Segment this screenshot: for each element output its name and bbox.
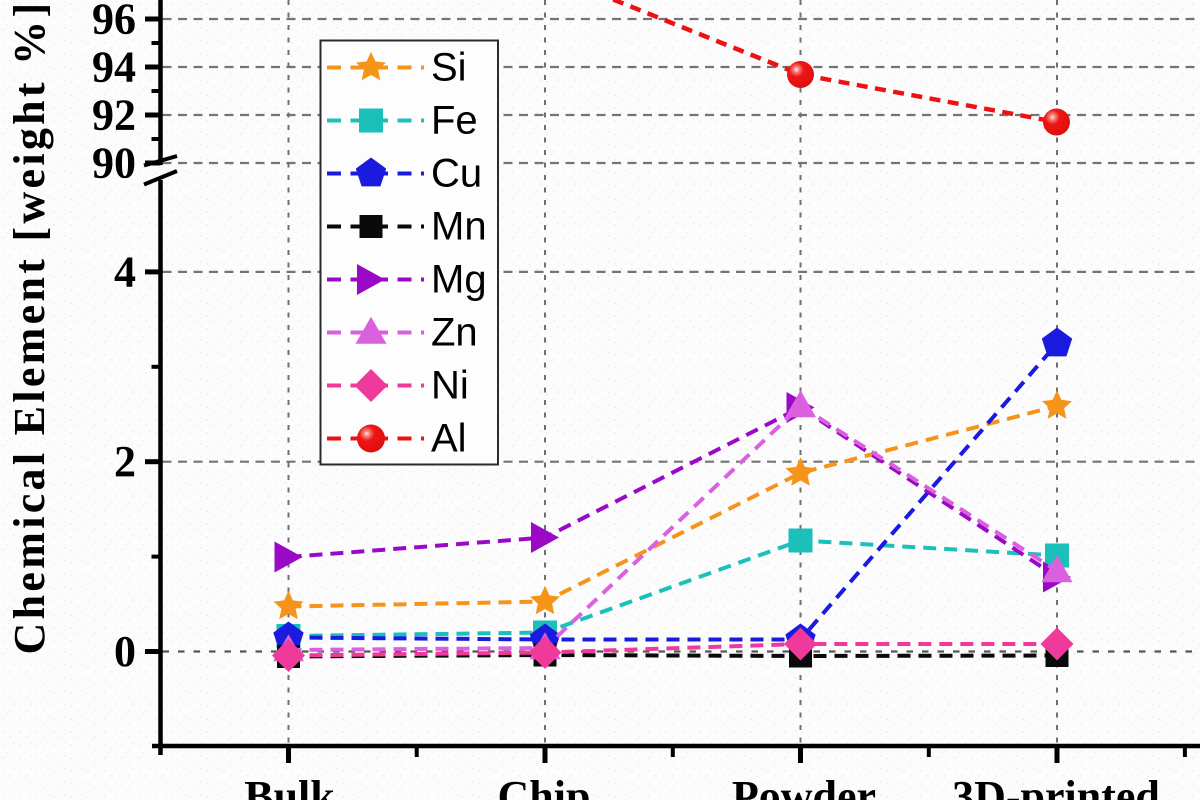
svg-text:Chip: Chip bbox=[498, 772, 591, 800]
svg-text:Cu: Cu bbox=[431, 152, 482, 196]
svg-text:Bulk: Bulk bbox=[244, 772, 335, 800]
svg-text:92: 92 bbox=[92, 91, 136, 140]
svg-text:Mn: Mn bbox=[431, 205, 487, 249]
svg-text:Chemical Element [weight %]: Chemical Element [weight %] bbox=[5, 0, 54, 654]
svg-text:Si: Si bbox=[431, 46, 467, 90]
svg-text:2: 2 bbox=[114, 437, 136, 486]
svg-text:0: 0 bbox=[114, 627, 136, 676]
svg-text:94: 94 bbox=[92, 43, 136, 92]
svg-text:Fe: Fe bbox=[431, 99, 478, 143]
svg-text:Zn: Zn bbox=[431, 311, 478, 355]
svg-text:Ni: Ni bbox=[431, 364, 469, 408]
svg-text:Al: Al bbox=[431, 417, 467, 461]
svg-text:4: 4 bbox=[114, 247, 136, 296]
svg-text:Powder: Powder bbox=[732, 772, 876, 800]
svg-text:96: 96 bbox=[92, 0, 136, 44]
svg-text:Mg: Mg bbox=[431, 258, 487, 302]
svg-text:3D-printed: 3D-printed bbox=[952, 772, 1160, 800]
svg-text:90: 90 bbox=[92, 139, 136, 188]
